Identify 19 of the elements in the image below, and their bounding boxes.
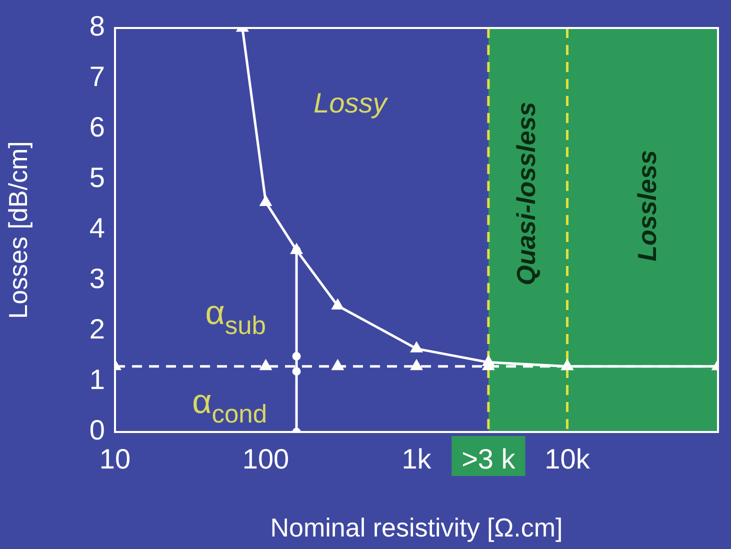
y-tick-label: 7 [89,61,105,92]
y-tick-label: 2 [89,314,105,345]
y-axis-title: Losses [dB/cm] [2,141,33,319]
y-tick-label: 4 [89,212,105,244]
annotation: Lossless [632,150,662,262]
y-tick-label: 6 [89,112,105,143]
x-tick-label: >3 k [462,444,516,475]
y-tick-label: 1 [89,364,105,396]
x-tick-label: 10 [99,444,131,475]
annotation: Lossy [314,88,389,119]
x-tick-label: 10k [544,444,591,475]
y-tick-label: 0 [89,414,105,446]
annotation: Quasi-lossless [511,102,542,286]
x-axis-title: Nominal resistivity [Ω.cm] [270,512,563,543]
y-tick-label: 5 [89,162,105,194]
x-tick-label: 100 [242,444,290,475]
y-tick-label: 3 [89,263,105,294]
x-tick-label: 1k [402,444,432,475]
y-tick-label: 8 [89,10,105,42]
